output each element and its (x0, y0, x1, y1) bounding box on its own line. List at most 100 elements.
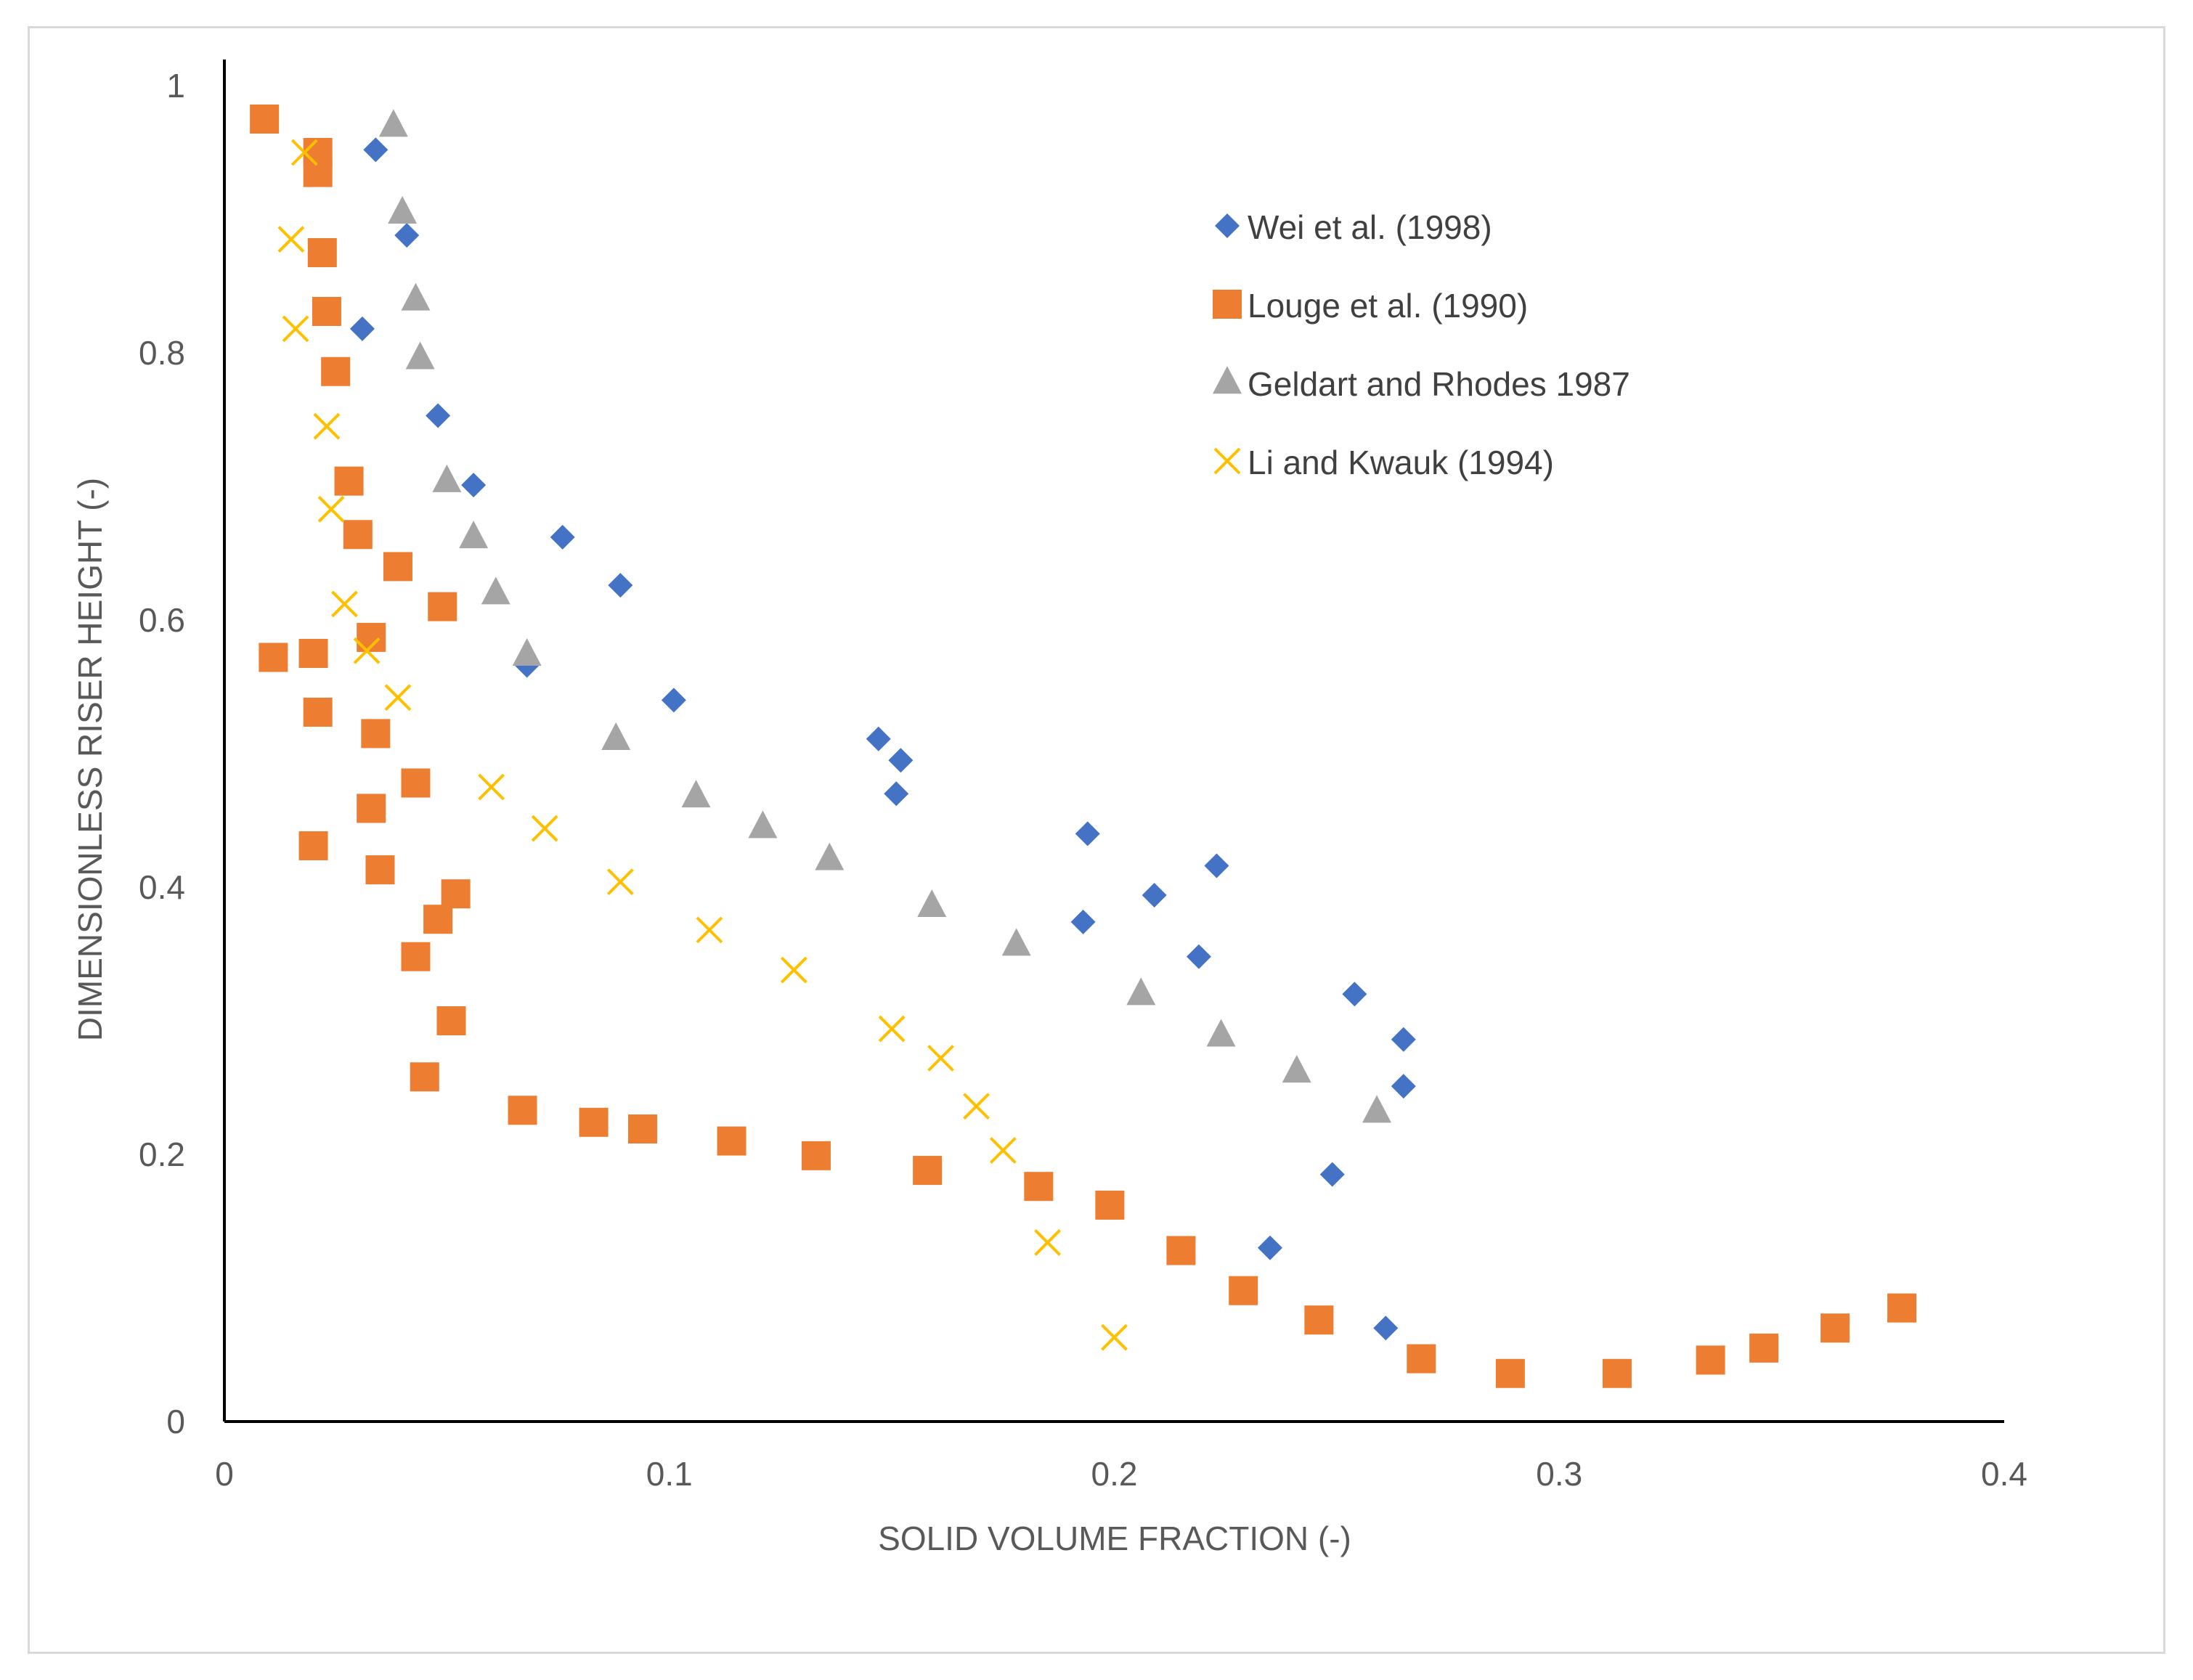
y-tick-label: 0.2 (139, 1135, 185, 1173)
data-point (331, 590, 358, 618)
data-point (343, 520, 373, 550)
data-point (378, 109, 408, 137)
data-point (384, 684, 412, 711)
data-point (1070, 909, 1096, 934)
y-tick-label: 0.6 (139, 601, 185, 639)
data-point (963, 1093, 990, 1120)
data-point (884, 781, 909, 807)
data-point (1887, 1293, 1917, 1323)
data-point (531, 815, 558, 842)
data-point (423, 905, 453, 934)
data-point (401, 768, 431, 798)
data-point (1373, 1316, 1399, 1341)
data-point (888, 748, 914, 773)
data-point (627, 1114, 657, 1144)
data-point (579, 1107, 609, 1137)
data-point (426, 403, 451, 428)
y-axis-title: DIMENSIONLESS RISER HEIGHT (-) (71, 478, 109, 1041)
data-point (601, 722, 631, 750)
y-tick-label: 0.8 (139, 334, 185, 372)
data-point (989, 1137, 1017, 1164)
data-point (405, 341, 435, 370)
data-point (357, 794, 386, 823)
data-point (1166, 1236, 1196, 1265)
data-points (250, 105, 1917, 1388)
data-point (428, 592, 457, 621)
legend-label: Louge et al. (1990) (1248, 287, 1528, 325)
y-tick-label: 1 (166, 67, 185, 105)
axes (223, 60, 2004, 1423)
data-point (410, 1062, 439, 1092)
data-point (303, 158, 333, 187)
data-point (1229, 1276, 1258, 1305)
data-point (550, 524, 575, 550)
data-point (334, 466, 364, 496)
data-point (365, 855, 395, 885)
tick-labels: 0 0.1 0.2 0.3 0.4 0 0.2 0.4 0.6 0.8 1 (139, 67, 2027, 1493)
data-point (1095, 1190, 1125, 1220)
data-point (606, 868, 634, 896)
data-point (1495, 1358, 1525, 1388)
legend-marker (1213, 447, 1241, 475)
data-point (1126, 977, 1156, 1006)
data-point (1257, 1235, 1282, 1260)
data-point (917, 889, 947, 917)
x-tick-label: 0.2 (1091, 1455, 1138, 1493)
series-3 (378, 109, 1392, 1123)
data-point (801, 1141, 831, 1170)
y-tick-label: 0.4 (139, 868, 185, 906)
data-point (298, 639, 328, 668)
data-point (1282, 1055, 1311, 1083)
data-point (1186, 944, 1211, 969)
data-point (1142, 883, 1167, 908)
data-point (394, 223, 420, 248)
data-point (913, 1156, 943, 1186)
data-point (321, 356, 351, 386)
data-point (363, 137, 388, 163)
data-point (461, 473, 487, 498)
data-point (927, 1045, 954, 1072)
y-tick-label: 0 (166, 1403, 185, 1440)
x-tick-label: 0.4 (1981, 1455, 2027, 1493)
legend-marker (1213, 366, 1242, 394)
data-point (815, 842, 845, 870)
x-tick-label: 0 (215, 1455, 234, 1493)
data-point (307, 238, 337, 267)
data-point (1749, 1333, 1779, 1363)
data-point (1407, 1344, 1436, 1374)
data-point (1696, 1345, 1725, 1375)
chart-frame (28, 26, 2165, 1654)
data-point (1034, 1229, 1062, 1256)
legend-label: Li and Kwauk (1994) (1248, 444, 1554, 481)
data-point (1391, 1074, 1416, 1099)
data-point (1342, 982, 1367, 1007)
data-point (436, 1006, 466, 1035)
data-point (259, 643, 288, 672)
legend-marker (1215, 213, 1240, 238)
data-point (478, 773, 505, 801)
data-point (780, 956, 807, 984)
data-point (1101, 1324, 1128, 1351)
legend: Wei et al. (1998) Louge et al. (1990) Geld… (1213, 208, 1630, 481)
data-point (717, 1126, 746, 1156)
data-point (250, 105, 280, 134)
data-point (298, 831, 328, 860)
data-point (1075, 821, 1100, 847)
data-point (1001, 928, 1031, 956)
x-axis-title: SOLID VOLUME FRACTION (-) (878, 1520, 1351, 1557)
data-point (432, 464, 462, 492)
data-point (512, 638, 542, 666)
data-point (401, 942, 431, 971)
x-tick-label: 0.1 (646, 1455, 693, 1493)
data-point (303, 697, 333, 727)
data-point (282, 315, 309, 343)
series-2 (250, 105, 1917, 1388)
legend-label: Wei et al. (1998) (1248, 208, 1492, 246)
data-point (866, 726, 891, 751)
data-point (383, 552, 412, 582)
data-point (1820, 1313, 1850, 1343)
data-point (1391, 1027, 1416, 1052)
data-point (388, 196, 418, 224)
series-4 (277, 139, 1128, 1351)
